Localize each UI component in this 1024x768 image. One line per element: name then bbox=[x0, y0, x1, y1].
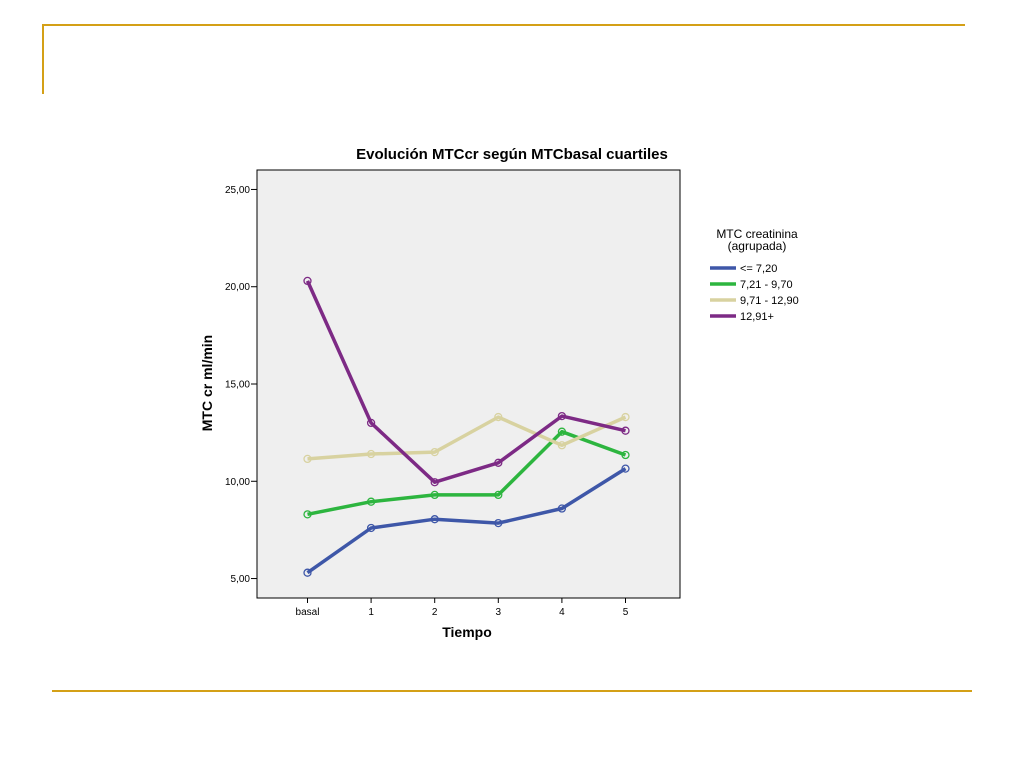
data-point bbox=[366, 449, 376, 459]
legend-label: 7,21 - 9,70 bbox=[740, 279, 793, 291]
y-axis: 5,00 10,00 15,00 20,00 25,00 bbox=[225, 185, 257, 585]
x-axis-title: Tiempo bbox=[442, 624, 492, 640]
x-tick-label: 3 bbox=[496, 607, 502, 618]
series-line bbox=[306, 467, 627, 575]
series-line bbox=[307, 415, 627, 461]
y-tick-label: 20,00 bbox=[225, 282, 250, 293]
data-point bbox=[430, 515, 439, 524]
data-point bbox=[303, 454, 312, 464]
data-point bbox=[494, 458, 503, 467]
x-tick-label: 4 bbox=[559, 607, 565, 618]
data-point bbox=[430, 447, 439, 457]
data-point bbox=[430, 490, 439, 500]
series-3 bbox=[303, 412, 630, 464]
legend-label: 9,71 - 12,90 bbox=[740, 295, 799, 307]
legend-title: (agrupada) bbox=[728, 239, 787, 253]
data-point bbox=[303, 510, 312, 519]
slide-left-rule bbox=[42, 24, 44, 94]
data-point bbox=[557, 504, 567, 513]
plot-area bbox=[256, 169, 681, 599]
legend-title: MTC creatinina bbox=[716, 227, 798, 241]
data-point bbox=[557, 427, 567, 436]
series-line bbox=[305, 280, 626, 484]
y-tick-label: 5,00 bbox=[231, 574, 251, 585]
data-point bbox=[557, 411, 567, 421]
legend-label: 12,91+ bbox=[740, 311, 774, 323]
data-point bbox=[621, 450, 630, 460]
y-tick-label: 10,00 bbox=[225, 477, 250, 488]
data-point bbox=[494, 412, 503, 422]
data-point bbox=[494, 490, 503, 500]
series-line bbox=[307, 429, 627, 517]
data-point bbox=[366, 497, 376, 506]
data-point bbox=[366, 418, 376, 428]
series-4 bbox=[303, 276, 630, 487]
chart-title: Evolución MTCcr según MTCbasal cuartiles bbox=[356, 146, 668, 163]
data-point bbox=[430, 478, 439, 487]
x-axis: basal 1 2 3 4 5 bbox=[296, 598, 629, 618]
x-tick-label: 2 bbox=[432, 607, 438, 618]
data-point bbox=[494, 518, 503, 528]
slide-bottom-rule bbox=[52, 690, 972, 692]
series-layer bbox=[303, 276, 630, 577]
data-point bbox=[621, 412, 630, 422]
y-tick-label: 25,00 bbox=[225, 185, 250, 196]
y-tick-label: 15,00 bbox=[225, 380, 250, 391]
data-point bbox=[621, 464, 630, 473]
data-point bbox=[303, 568, 312, 577]
series-2 bbox=[303, 427, 630, 519]
x-tick-label: 1 bbox=[368, 607, 374, 618]
slide-top-rule bbox=[42, 24, 965, 26]
legend: MTC creatinina(agrupada) <= 7,20 7,21 - 9,… bbox=[710, 227, 799, 323]
data-point bbox=[621, 426, 630, 435]
data-point bbox=[557, 441, 567, 450]
series-1 bbox=[303, 464, 630, 577]
y-axis-title: MTC cr ml/min bbox=[199, 335, 215, 431]
x-tick-label: basal bbox=[296, 607, 320, 618]
x-tick-label: 5 bbox=[623, 607, 629, 618]
legend-label: <= 7,20 bbox=[740, 263, 777, 275]
data-point bbox=[303, 276, 312, 286]
data-point bbox=[366, 523, 376, 533]
